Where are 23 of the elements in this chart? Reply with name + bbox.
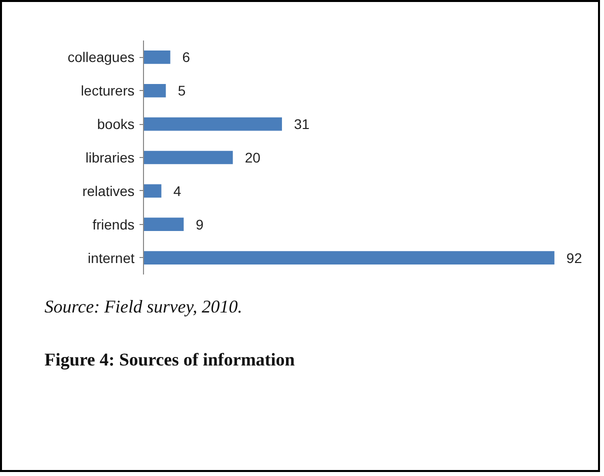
bar: [144, 218, 184, 232]
data-label: 92: [566, 250, 582, 266]
bar: [144, 150, 233, 164]
y-tick-label: books: [97, 116, 134, 132]
y-tick-label: internet: [88, 250, 135, 266]
y-tick-label: friends: [92, 216, 135, 232]
data-label: 20: [244, 150, 261, 166]
data-label: 9: [196, 216, 204, 232]
caption: Figure 4: Sources of information: [44, 350, 295, 370]
data-label: 4: [173, 182, 182, 199]
bar: [144, 84, 166, 98]
y-tick-label: colleagues: [68, 49, 134, 66]
bar: [144, 251, 554, 264]
y-tick-label: lecturers: [80, 82, 135, 99]
data-label: 5: [178, 82, 186, 99]
bar: [144, 50, 170, 64]
y-tick-label: relatives: [82, 182, 135, 199]
data-label: 31: [294, 116, 310, 132]
source-note: Source: Field survey, 2010.: [44, 296, 242, 316]
y-tick-label: libraries: [85, 150, 134, 166]
bar: [144, 184, 162, 198]
data-label: 6: [182, 49, 190, 66]
bar: [144, 117, 282, 131]
